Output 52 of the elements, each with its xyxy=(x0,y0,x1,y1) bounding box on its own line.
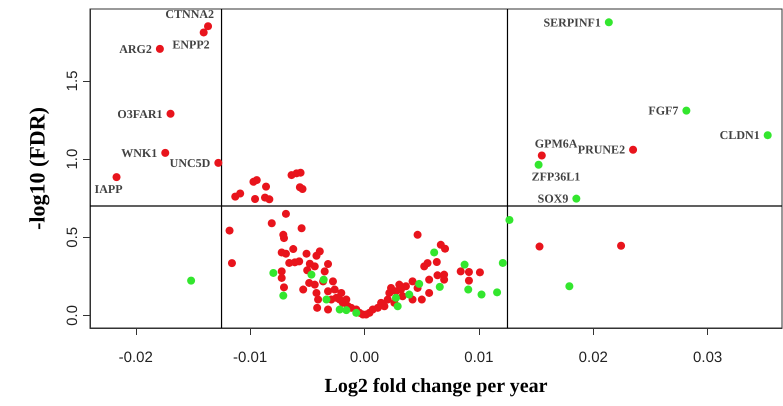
point xyxy=(493,288,502,296)
x-tick-label: 0.01 xyxy=(464,349,494,366)
annotation: SOX9 xyxy=(538,192,568,206)
annotation: CTNNA2 xyxy=(165,7,214,22)
annotation: UNC5D xyxy=(170,156,211,170)
point xyxy=(405,290,414,299)
point xyxy=(478,290,486,299)
x-tick-label: 0.00 xyxy=(350,349,380,366)
annotation: PRUNE2 xyxy=(578,142,626,157)
y-tick-label: 0.5 xyxy=(64,226,81,248)
x-tick-label: 0.02 xyxy=(578,349,608,366)
point xyxy=(430,248,438,256)
point xyxy=(279,292,288,300)
point xyxy=(464,286,472,294)
x-tick-label: -0.02 xyxy=(118,349,153,366)
point xyxy=(505,216,514,224)
point xyxy=(764,131,772,140)
point xyxy=(682,106,690,115)
y-tick-label: 1.5 xyxy=(64,70,81,92)
point xyxy=(436,282,444,291)
annotation: CLDN1 xyxy=(720,128,760,142)
point xyxy=(572,194,580,203)
annotation: ZFP36L1 xyxy=(532,170,580,184)
point xyxy=(392,294,400,302)
point xyxy=(352,308,360,317)
point xyxy=(394,302,402,310)
point xyxy=(269,268,278,277)
point xyxy=(415,280,424,288)
annotation: ENPP2 xyxy=(172,37,210,52)
annotation: GPM6A xyxy=(534,136,578,151)
x-axis-title: Log2 fold change per year xyxy=(324,375,548,397)
annotation: SERPINF1 xyxy=(543,15,601,30)
point xyxy=(604,18,613,26)
annotation: IAPP xyxy=(94,182,123,196)
point xyxy=(498,258,507,267)
point xyxy=(534,160,543,169)
point xyxy=(342,306,350,314)
annotation: WNK1 xyxy=(121,146,158,160)
y-axis-title: -log10 (FDR) xyxy=(24,107,50,230)
y-tick-label: 1.0 xyxy=(64,148,81,170)
point xyxy=(322,296,330,304)
point xyxy=(336,306,344,314)
point xyxy=(307,270,316,279)
point xyxy=(460,260,469,269)
point xyxy=(187,276,196,285)
annotation: ARG2 xyxy=(119,42,152,56)
point xyxy=(565,282,574,290)
annotation: FGF7 xyxy=(648,104,678,118)
annotation: O3FAR1 xyxy=(117,106,163,121)
y-tick-label: 0.0 xyxy=(64,305,81,326)
x-tick-label: 0.03 xyxy=(693,349,722,366)
x-tick-label: -0.01 xyxy=(233,349,268,366)
